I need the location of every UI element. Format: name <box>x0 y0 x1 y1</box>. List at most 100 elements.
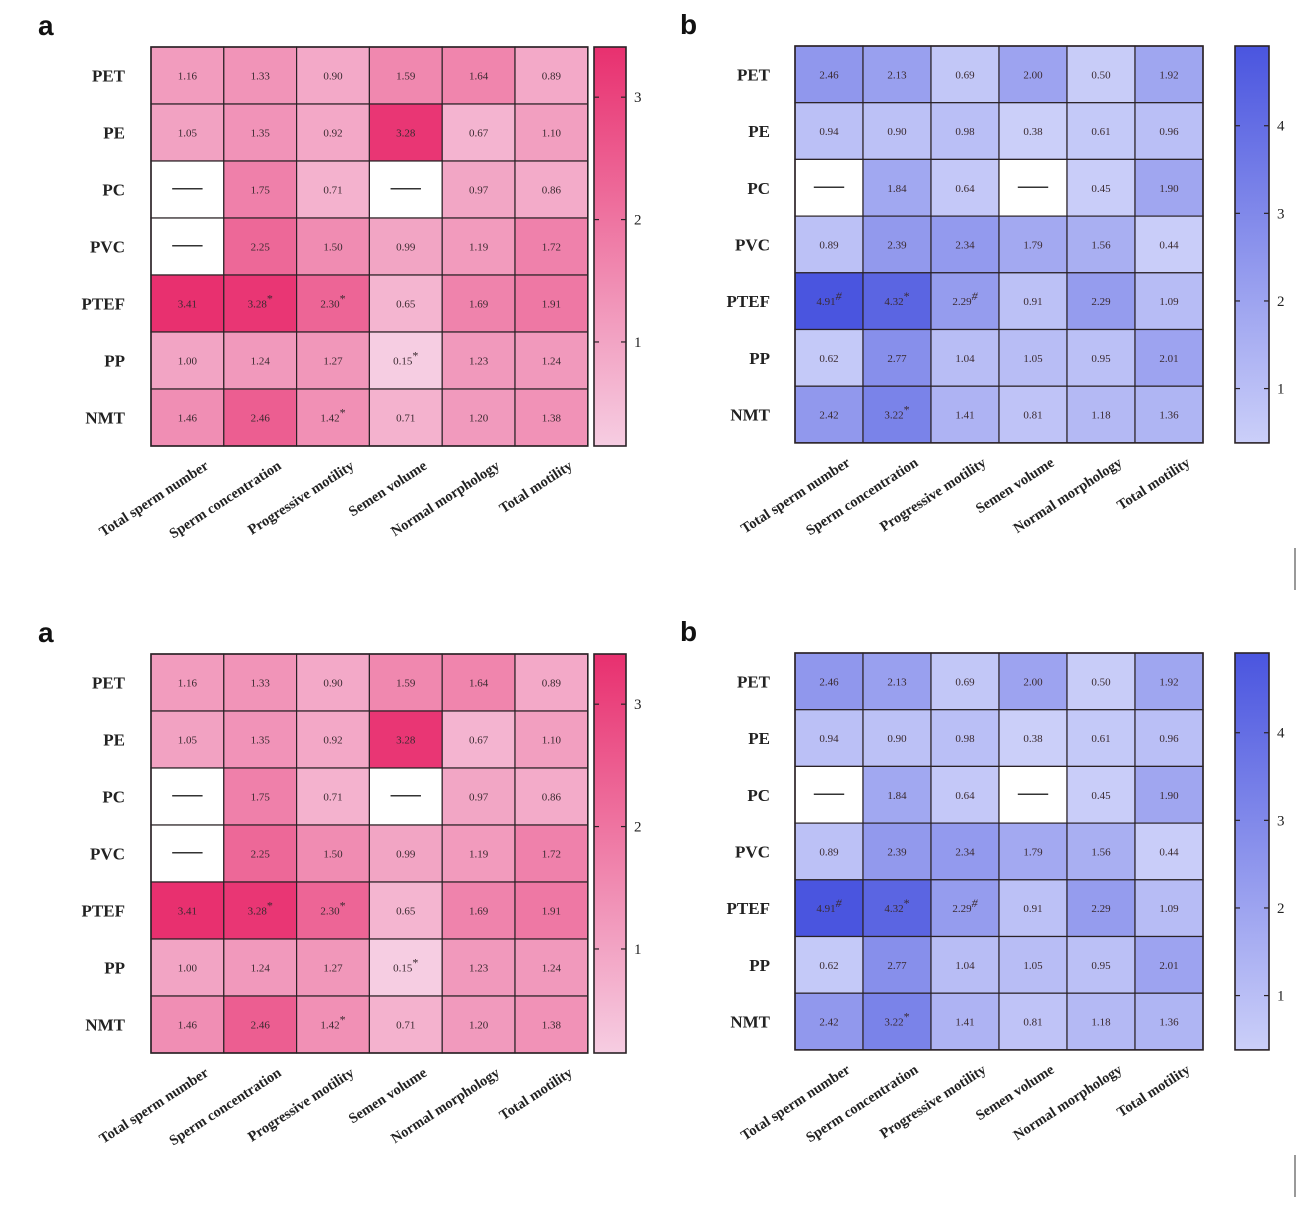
significance-mark: * <box>340 1013 346 1027</box>
heatmap-cell <box>514 938 589 997</box>
heatmap-cell <box>1134 765 1204 824</box>
heatmap-cell <box>998 385 1068 444</box>
colorbar-tick-label: 2 <box>1277 901 1285 917</box>
cell-value-label: 2.39 <box>887 239 907 251</box>
heatmap-cell <box>368 331 443 390</box>
heatmap-cell <box>296 217 371 276</box>
cell-value-label: 1.05 <box>1023 960 1043 972</box>
heatmap-cell <box>1134 158 1204 217</box>
heatmap-cell <box>150 331 225 390</box>
cell-value-label: 0.71 <box>323 792 342 804</box>
cell-value-label: 0.96 <box>1159 733 1179 745</box>
row-label: PC <box>747 179 770 198</box>
column-label: Total motility <box>1114 1061 1193 1120</box>
cell-value-label: 1.10 <box>542 128 562 140</box>
cell-value-label: 1.91 <box>542 906 561 918</box>
heatmap-cell <box>368 388 443 447</box>
cell-value-label: 1.24 <box>251 963 271 975</box>
cell-value-label: 1.90 <box>1159 183 1179 195</box>
significance-mark: * <box>904 403 910 417</box>
cell-value-label: 1.04 <box>955 353 975 365</box>
cell-value-label: 0.90 <box>887 733 907 745</box>
heatmap-cell <box>441 653 516 712</box>
heatmap-cell <box>150 46 225 105</box>
row-label: NMT <box>730 1013 770 1032</box>
panel-letter: a <box>38 617 54 648</box>
row-label: PC <box>747 786 770 805</box>
cell-value-label: 0.38 <box>1023 126 1043 138</box>
row-label: PET <box>92 67 126 86</box>
heatmap-cell <box>930 765 1000 824</box>
heatmap-cell <box>930 272 1000 331</box>
heatmap-cell <box>794 45 864 104</box>
cell-value-label: 0.61 <box>1091 126 1110 138</box>
row-label: PP <box>749 956 770 975</box>
heatmap-cell <box>514 160 589 219</box>
cell-value-label: 0.38 <box>1023 733 1043 745</box>
cell-value-label: 0.97 <box>469 185 489 197</box>
row-label: PE <box>103 731 125 750</box>
heatmap-cell <box>862 879 932 938</box>
panel-letter: b <box>680 616 697 647</box>
cell-value-label: 0.96 <box>1159 126 1179 138</box>
cell-value-label: 0.90 <box>323 71 343 83</box>
column-label: Normal morphology <box>1011 1061 1126 1143</box>
cell-value-label: 0.44 <box>1159 846 1179 858</box>
heatmap-cell <box>150 274 225 333</box>
heatmap-cell <box>1066 215 1136 274</box>
heatmap-border <box>794 45 1204 444</box>
column-label: Total sperm number <box>738 455 853 538</box>
cell-value-label: 2.46 <box>251 1020 271 1032</box>
cell-value-label: 1.84 <box>887 790 907 802</box>
cell-value-label: 3.41 <box>178 299 197 311</box>
heatmap-cell <box>223 388 298 447</box>
missing-value-dash: — <box>171 834 203 867</box>
missing-value-dash: — <box>1017 168 1049 201</box>
cell-value-label: 1.92 <box>1159 69 1178 81</box>
heatmap-cell <box>998 102 1068 160</box>
row-label: NMT <box>730 406 770 425</box>
cell-value-label: 1.36 <box>1159 410 1179 422</box>
row-label: PTEF <box>727 899 770 918</box>
cell-value-label: 1.33 <box>251 678 271 690</box>
cell-value-label: 0.94 <box>819 126 839 138</box>
cell-value-label: 0.64 <box>955 183 975 195</box>
cell-value-label: 0.98 <box>955 126 975 138</box>
cell-value-label: 3.28 <box>396 735 416 747</box>
cell-value-label: 1.64 <box>469 678 489 690</box>
cell-value-label: 1.00 <box>178 963 198 975</box>
heatmap-cell <box>1134 215 1204 274</box>
significance-mark: # <box>972 896 979 910</box>
cell-value-label: 1.16 <box>178 678 198 690</box>
heatmap-cell <box>794 652 864 711</box>
heatmap-cell <box>514 331 589 390</box>
heatmap-cell <box>368 653 443 712</box>
missing-value-dash: — <box>813 168 845 201</box>
heatmap-cell <box>1134 879 1204 938</box>
cell-value-label: 0.95 <box>1091 353 1111 365</box>
colorbar-tick-label: 4 <box>1277 726 1285 742</box>
significance-mark: # <box>836 289 843 303</box>
cell-value-label: 1.50 <box>323 242 343 254</box>
cell-value-label: 0.94 <box>819 733 839 745</box>
heatmap-border <box>150 46 589 447</box>
cell-value-label: 0.86 <box>542 185 562 197</box>
missing-value-dash: — <box>1017 775 1049 808</box>
colorbar-tick-label: 2 <box>1277 294 1285 310</box>
heatmap-cell <box>794 215 864 274</box>
heatmap-cell <box>223 331 298 390</box>
heatmap-cell <box>1134 652 1204 711</box>
heatmap-cell <box>1066 765 1136 824</box>
heatmap-border <box>150 653 589 1054</box>
row-label: PTEF <box>727 292 770 311</box>
cell-value-label: 1.38 <box>542 1020 562 1032</box>
colorbar <box>1234 652 1270 1051</box>
cell-value-label: 1.46 <box>178 413 198 425</box>
heatmap-cell <box>862 935 932 994</box>
row-label: NMT <box>85 409 125 428</box>
cell-value-label: 0.86 <box>542 792 562 804</box>
cell-value-label: 2.46 <box>819 676 839 688</box>
cell-value-label: 0.71 <box>396 413 415 425</box>
cell-value-label: 2.29 <box>1091 296 1111 308</box>
heatmap-cell <box>514 46 589 105</box>
